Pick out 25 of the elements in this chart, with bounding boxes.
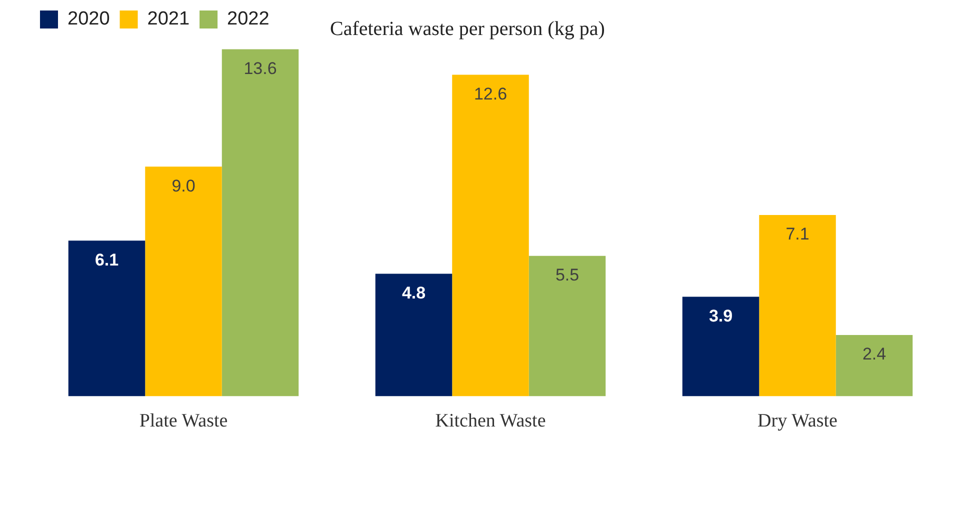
chart-title: Cafeteria waste per person (kg pa) [330,18,605,41]
bar [68,240,146,396]
bar [759,215,836,396]
x-tick-label: Kitchen Waste [435,410,546,432]
x-tick-label: Dry Waste [758,410,838,432]
data-label: 5.5 [555,266,580,285]
legend-label: 2021 [147,8,190,30]
data-label: 6.1 [94,250,119,270]
bar [528,256,606,396]
data-label: 7.1 [786,224,810,244]
x-tick-label: Plate Waste [139,410,228,432]
data-label: 3.9 [708,306,733,326]
data-label: 9.0 [172,176,196,196]
data-label: 2.4 [862,344,886,364]
bar [836,334,913,396]
data-label: 4.8 [402,283,426,302]
bar [222,49,299,396]
bar [375,274,452,396]
data-label: 13.6 [244,58,277,78]
data-label: 12.6 [474,84,508,104]
bar [682,296,760,396]
bar [452,74,529,396]
legend-label: 2022 [227,8,270,30]
legend-label: 2020 [68,8,110,30]
bar [145,166,222,396]
